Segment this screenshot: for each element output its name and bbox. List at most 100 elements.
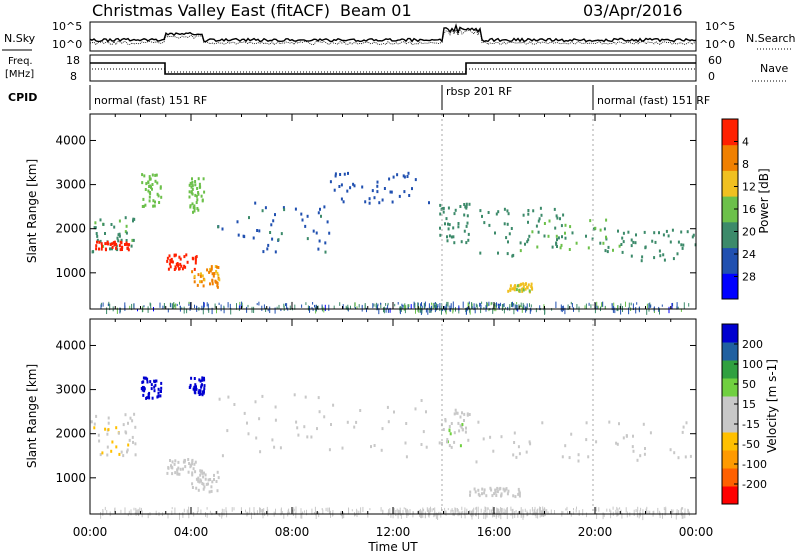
power-near-range-cell xyxy=(434,305,436,308)
velocity-near-range-cell xyxy=(610,512,612,519)
velocity-near-range-cell xyxy=(444,510,446,515)
velocity-cell-7 xyxy=(568,456,571,460)
power-near-range-cell xyxy=(188,302,190,306)
power-cell-3 xyxy=(186,260,189,264)
power-near-range-cell xyxy=(498,304,500,308)
power-cell-4 xyxy=(209,269,212,273)
power-near-range-cell xyxy=(253,306,255,313)
velocity-near-range-cell xyxy=(396,508,398,512)
power-near-range-cell xyxy=(529,307,531,314)
velocity-near-range-cell xyxy=(233,507,235,511)
velocity-near-range-cell xyxy=(322,509,324,514)
velocity-near-range-cell xyxy=(505,509,507,515)
power-near-range-cell xyxy=(517,308,519,312)
power-cell-8 xyxy=(464,205,467,209)
power-cell-2 xyxy=(142,197,145,201)
power-near-range-cell xyxy=(102,302,104,307)
power-cell-6 xyxy=(317,211,320,215)
power-cell-9 xyxy=(503,207,506,211)
velocity-cell-5 xyxy=(258,417,261,421)
power-near-range-cell xyxy=(387,302,389,306)
velocity-cell-0 xyxy=(115,426,118,430)
power-cell-11 xyxy=(681,246,684,250)
power-near-range-cell xyxy=(361,304,363,308)
power-near-range-cell xyxy=(194,304,195,309)
power-near-range-cell xyxy=(471,306,473,309)
velocity-cell-5 xyxy=(247,432,250,436)
velocity-near-range-cell xyxy=(503,512,505,515)
velocity-cell-4 xyxy=(194,391,197,395)
velocity-colorbar-tick-label-4: -15 xyxy=(742,418,760,431)
power-cell-5 xyxy=(198,185,201,189)
power-colorbar-tick-label-1: 8 xyxy=(742,158,749,171)
velocity-cell-5 xyxy=(316,427,318,431)
power-cell-1 xyxy=(112,241,115,245)
power-cell-12 xyxy=(507,289,510,293)
power-near-range-cell xyxy=(387,308,389,313)
power-near-range-cell xyxy=(677,306,679,310)
velocity-cell-6 xyxy=(463,412,466,416)
power-cell-0 xyxy=(117,233,120,237)
velocity-near-range-cell xyxy=(671,510,673,514)
power-near-range-cell xyxy=(119,307,121,314)
velocity-cell-7 xyxy=(513,441,516,444)
velocity-near-range-cell xyxy=(327,507,329,512)
velocity-near-range-cell xyxy=(471,512,473,520)
velocity-cell-3 xyxy=(210,489,213,493)
power-cell-10 xyxy=(575,241,578,245)
power-near-range-cell xyxy=(408,304,410,308)
power-cell-6 xyxy=(237,233,240,237)
power-cell-10 xyxy=(589,219,592,223)
power-cell-8 xyxy=(447,206,450,210)
velocity-near-range-cell xyxy=(382,509,384,514)
velocity-cell-0 xyxy=(133,412,136,416)
velocity-cell-6 xyxy=(468,413,471,416)
velocity-near-range-cell xyxy=(171,507,173,510)
velocity-near-range-cell xyxy=(490,509,492,514)
power-near-range-cell xyxy=(208,308,210,313)
power-near-range-cell xyxy=(503,303,505,307)
velocity-colorbar-tick-label-0: 200 xyxy=(742,338,763,351)
power-near-range-cell xyxy=(202,307,204,315)
power-near-range-cell xyxy=(203,302,205,307)
power-cell-0 xyxy=(130,244,133,248)
power-cell-11 xyxy=(630,244,633,248)
power-cell-9 xyxy=(539,206,542,210)
power-near-range-cell xyxy=(207,303,209,311)
nsearch-tick-top: 10^5 xyxy=(705,20,735,33)
velocity-cell-8 xyxy=(496,486,499,490)
power-cell-9 xyxy=(508,232,511,236)
velocity-cell-8 xyxy=(474,490,477,494)
power-cell-11 xyxy=(680,230,683,234)
velocity-cell-7 xyxy=(585,438,588,442)
power-cell-8 xyxy=(446,239,449,243)
power-near-range-cell xyxy=(671,303,673,310)
velocity-cell-4 xyxy=(203,384,206,388)
velocity-near-range-cell xyxy=(447,508,449,511)
power-cell-0 xyxy=(109,247,111,251)
velocity-cell-3 xyxy=(191,482,194,486)
velocity-cell-1 xyxy=(142,380,145,384)
power-yaxis: 1000 2000 3000 4000 xyxy=(55,133,696,280)
power-colorbar-segment-3 xyxy=(722,196,738,223)
power-near-range-cell xyxy=(597,305,599,309)
power-cell-2 xyxy=(154,173,157,177)
velocity-near-range-cell xyxy=(392,513,394,519)
power-cell-8 xyxy=(445,217,448,221)
power-cell-6 xyxy=(294,207,297,211)
power-cell-11 xyxy=(622,231,625,235)
velocity-cell-7 xyxy=(618,422,620,426)
velocity-cell-6 xyxy=(461,423,464,426)
velocity-near-range-cell xyxy=(302,511,304,514)
power-near-range-cell xyxy=(312,308,314,311)
power-cell-1 xyxy=(95,247,98,251)
velocity-colorbar-tick-label-1: 100 xyxy=(742,358,763,371)
velocity-near-range-cell xyxy=(506,507,508,514)
power-cell-0 xyxy=(117,239,120,243)
power-cell-8 xyxy=(439,212,442,216)
velocity-near-range-cell xyxy=(188,506,190,514)
power-near-range-cell xyxy=(137,308,138,312)
velocity-near-range-cell xyxy=(512,508,514,514)
power-cell-9 xyxy=(510,227,513,230)
